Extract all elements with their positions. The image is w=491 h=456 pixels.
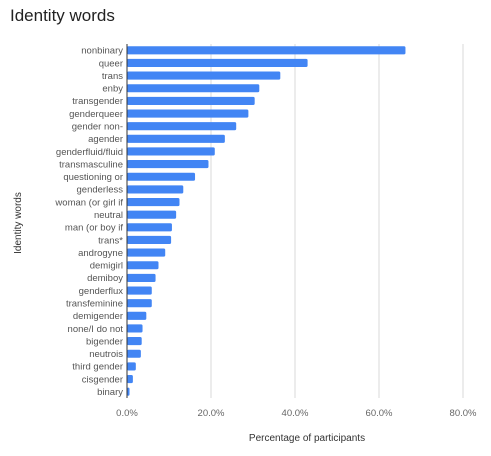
bar (127, 147, 215, 156)
bar (127, 58, 308, 68)
bar (127, 84, 260, 93)
bar (127, 109, 249, 118)
category-label: man (or boy if (65, 223, 123, 234)
category-label: demiboy (87, 273, 123, 284)
category-label: third gender (72, 362, 123, 373)
bar (127, 235, 172, 245)
bar (127, 185, 184, 194)
category-label: enby (102, 84, 123, 95)
bar (127, 210, 177, 219)
category-label: queer (99, 58, 123, 69)
category-label: trans (102, 71, 123, 82)
bar (127, 122, 237, 131)
category-label: genderflux (79, 286, 124, 297)
category-label: androgyne (78, 248, 123, 259)
bars (127, 46, 406, 396)
bar (127, 311, 147, 320)
bar (127, 261, 159, 270)
bar (127, 46, 406, 55)
bar (127, 160, 209, 169)
category-label: none/I do not (68, 324, 124, 335)
bar (127, 134, 225, 143)
bar (127, 71, 281, 80)
x-tick-label: 40.0% (282, 408, 309, 419)
category-label: cisgender (82, 374, 123, 385)
bar (127, 273, 156, 282)
bar (127, 248, 166, 257)
category-label: transmasculine (59, 159, 123, 170)
bar (127, 96, 255, 105)
category-label: nonbinary (81, 46, 123, 57)
bar (127, 197, 180, 207)
bar (127, 337, 142, 346)
category-label: woman (or girl if (54, 197, 123, 208)
bar (127, 362, 136, 371)
bar (127, 299, 152, 308)
category-label: gender non- (72, 121, 123, 132)
category-label: agender (88, 134, 123, 145)
bar (127, 286, 152, 295)
category-label: genderless (77, 185, 124, 196)
category-label: demigirl (90, 261, 123, 272)
x-tick-label: 80.0% (450, 408, 477, 419)
x-tick-label: 20.0% (198, 408, 225, 419)
x-tick-label: 60.0% (366, 408, 393, 419)
category-label: binary (97, 387, 123, 398)
bar (127, 387, 130, 396)
category-label: trans* (98, 235, 123, 246)
bar (127, 324, 143, 333)
category-label: neutrois (89, 349, 123, 360)
category-label: transgender (72, 96, 123, 107)
category-label: genderfluid/fluid (56, 147, 123, 158)
category-label: bigender (86, 336, 123, 347)
bar (127, 374, 133, 384)
x-axis-label: Percentage of participants (249, 433, 365, 444)
category-label: questioning or (63, 172, 123, 183)
category-label: transfeminine (66, 298, 123, 309)
bar (127, 172, 196, 181)
x-tick-labels: 0.0% 20.0% 40.0% 60.0% 80.0% (116, 408, 477, 419)
category-label: genderqueer (69, 109, 123, 120)
bar (127, 223, 172, 232)
x-tick-label: 0.0% (116, 408, 138, 419)
chart-title: Identity words (10, 6, 115, 25)
category-label: neutral (94, 210, 123, 221)
bar (127, 349, 141, 358)
y-axis-label: Identity words (13, 192, 24, 254)
category-label: demigender (73, 311, 123, 322)
